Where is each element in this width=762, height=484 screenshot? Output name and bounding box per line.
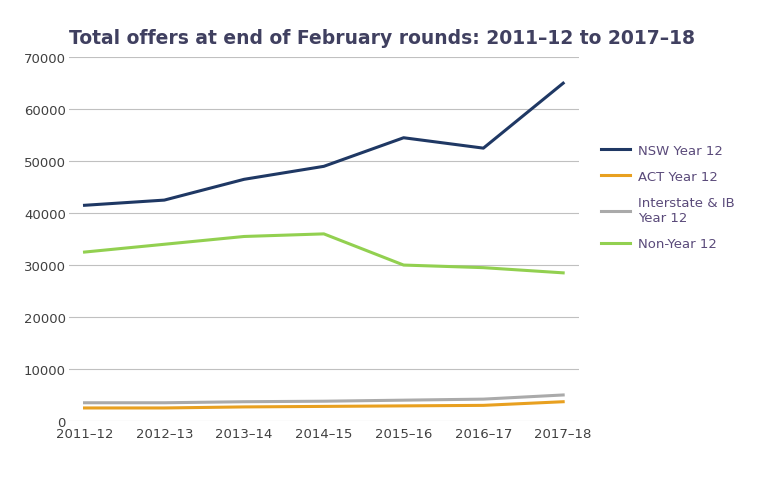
Non-Year 12 <box>80 250 89 256</box>
NSW Year 12 <box>160 198 169 204</box>
NSW Year 12 <box>80 203 89 209</box>
Interstate & IB
Year 12 <box>399 397 408 403</box>
Interstate & IB
Year 12 <box>479 396 488 402</box>
NSW Year 12 <box>399 136 408 141</box>
Non-Year 12 <box>399 263 408 269</box>
Legend: NSW Year 12, ACT Year 12, Interstate & IB
Year 12, Non-Year 12: NSW Year 12, ACT Year 12, Interstate & I… <box>601 145 735 251</box>
NSW Year 12 <box>319 164 328 170</box>
Non-Year 12 <box>239 234 248 240</box>
Non-Year 12 <box>479 265 488 271</box>
Interstate & IB
Year 12 <box>319 398 328 404</box>
Non-Year 12 <box>319 231 328 237</box>
NSW Year 12 <box>559 81 568 87</box>
Non-Year 12 <box>160 242 169 248</box>
Interstate & IB
Year 12 <box>239 399 248 405</box>
Text: Total offers at end of February rounds: 2011–12 to 2017–18: Total offers at end of February rounds: … <box>69 29 695 48</box>
ACT Year 12 <box>319 404 328 409</box>
Interstate & IB
Year 12 <box>160 400 169 406</box>
ACT Year 12 <box>160 405 169 411</box>
ACT Year 12 <box>239 404 248 410</box>
Interstate & IB
Year 12 <box>80 400 89 406</box>
Line: NSW Year 12: NSW Year 12 <box>85 84 563 206</box>
Line: ACT Year 12: ACT Year 12 <box>85 402 563 408</box>
ACT Year 12 <box>559 399 568 405</box>
Line: Interstate & IB
Year 12: Interstate & IB Year 12 <box>85 395 563 403</box>
ACT Year 12 <box>80 405 89 411</box>
Interstate & IB
Year 12 <box>559 392 568 398</box>
ACT Year 12 <box>399 403 408 409</box>
Line: Non-Year 12: Non-Year 12 <box>85 234 563 273</box>
ACT Year 12 <box>479 403 488 408</box>
NSW Year 12 <box>239 177 248 183</box>
Non-Year 12 <box>559 271 568 276</box>
NSW Year 12 <box>479 146 488 152</box>
